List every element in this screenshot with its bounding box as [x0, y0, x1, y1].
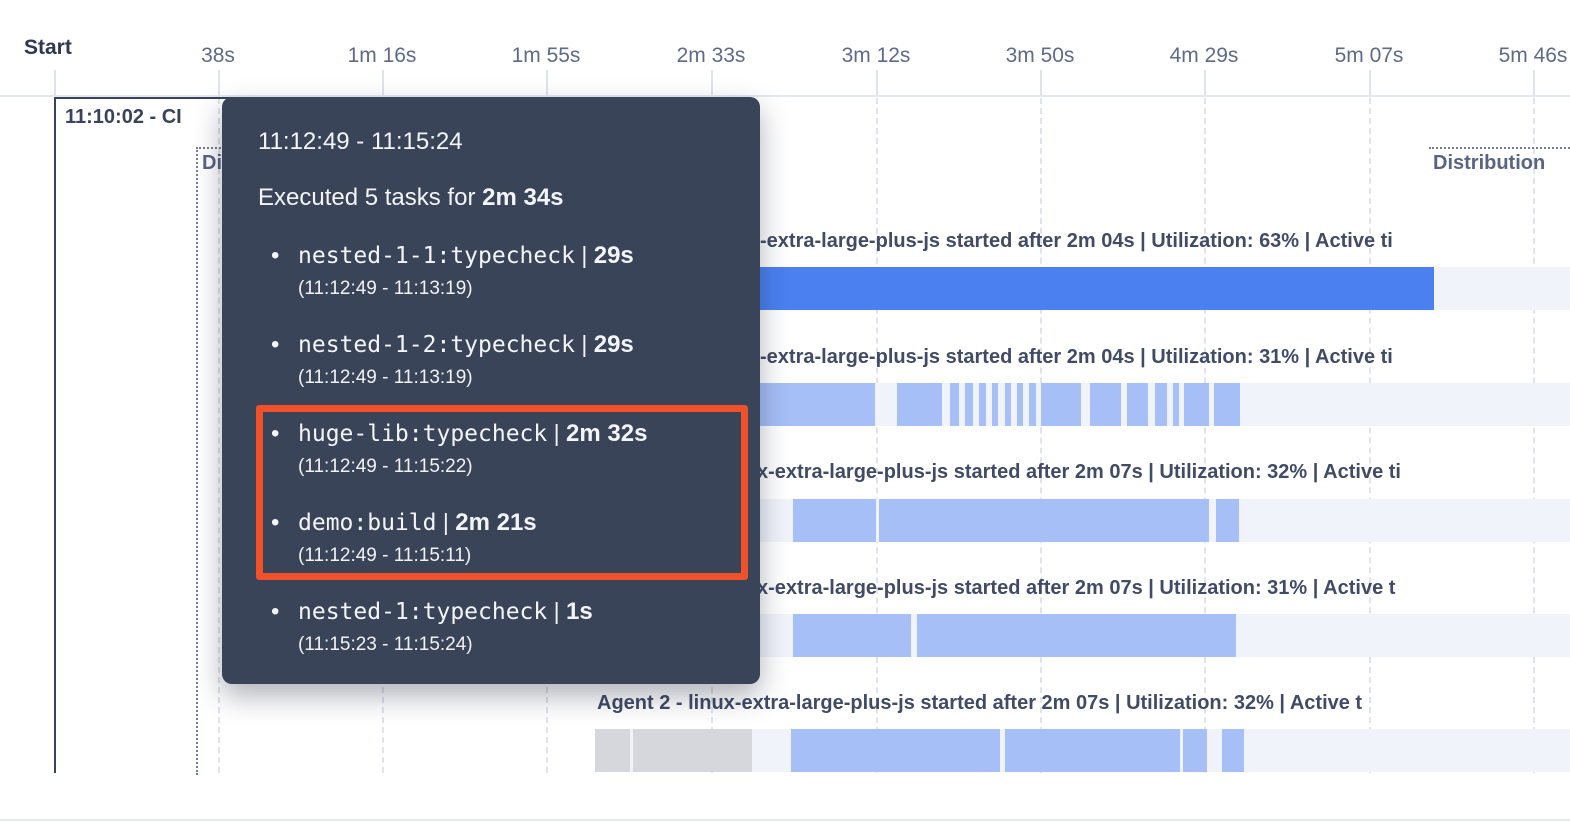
- task-separator: |: [574, 242, 594, 268]
- agent-task-segment[interactable]: [979, 383, 986, 426]
- tooltip-summary: Executed 5 tasks for 2m 34s: [258, 183, 732, 213]
- agent-task-segment[interactable]: [1029, 383, 1036, 426]
- tooltip-time-range: 11:12:49 - 11:15:24: [258, 128, 463, 155]
- agent-row-label: x-extra-large-plus-js started after 2m 0…: [757, 461, 1401, 483]
- axis-tick-mark: [1369, 70, 1371, 95]
- task-name: huge-lib:typecheck: [298, 421, 548, 447]
- task-separator: |: [547, 598, 567, 624]
- tooltip-task-item: nested-1:typecheck | 1s (11:15:23 - 11:15…: [258, 597, 732, 656]
- agent-task-segment[interactable]: [992, 383, 998, 426]
- agent-task-segment[interactable]: [1155, 383, 1167, 426]
- agent-task-segment[interactable]: [879, 499, 1209, 542]
- agent-task-segment[interactable]: [793, 499, 876, 542]
- agent-row-label: Agent 2 - linux-extra-large-plus-js star…: [597, 692, 1363, 714]
- axis-tick-mark: [711, 70, 713, 95]
- tooltip-task-item-highlighted: huge-lib:typecheck | 2m 32s (11:12:49 - 1…: [258, 419, 732, 478]
- tooltip-summary-duration: 2m 34s: [482, 184, 564, 211]
- task-name: nested-1-1:typecheck: [298, 243, 575, 269]
- tooltip-task-item-highlighted: demo:build | 2m 21s (11:12:49 - 11:15:11): [258, 508, 732, 567]
- task-name: demo:build: [298, 510, 437, 536]
- task-duration: 29s: [593, 331, 634, 358]
- grid-line: [1369, 98, 1371, 773]
- agent-task-segment[interactable]: [1090, 383, 1121, 426]
- task-duration: 29s: [593, 242, 634, 269]
- agent-task-segment[interactable]: [1184, 383, 1209, 426]
- axis-tick-mark: [546, 70, 548, 95]
- task-duration: 1s: [566, 598, 593, 625]
- agent-task-segment[interactable]: [1216, 499, 1239, 542]
- task-time-range: (11:12:49 - 11:15:11): [298, 545, 472, 566]
- distribution-group-label-right: Distribution: [1433, 152, 1546, 174]
- agent-task-segment[interactable]: [917, 614, 1236, 657]
- agent-row-label: x-extra-large-plus-js started after 2m 0…: [757, 577, 1396, 599]
- bottom-divider-line: [0, 819, 1570, 821]
- agent-row-label: -extra-large-plus-js started after 2m 04…: [760, 346, 1393, 368]
- axis-divider-line: [0, 95, 1570, 97]
- task-name: nested-1:typecheck: [298, 599, 548, 625]
- agent-task-segment[interactable]: [1222, 729, 1244, 772]
- agent-task-segment[interactable]: [793, 614, 911, 657]
- axis-tick-mark: [382, 70, 384, 95]
- build-label: 11:10:02 - CI: [65, 106, 182, 128]
- task-time-range: (11:12:49 - 11:15:22): [298, 456, 473, 477]
- tooltip-task-item: nested-1-1:typecheck | 29s (11:12:49 - 11…: [258, 241, 732, 300]
- agent-task-segment[interactable]: [1173, 383, 1179, 426]
- task-time-range: (11:12:49 - 11:13:19): [298, 278, 473, 299]
- task-time-range: (11:12:49 - 11:13:19): [298, 367, 473, 388]
- axis-tick-label: 38s: [201, 44, 235, 67]
- grid-line: [1040, 98, 1042, 773]
- axis-tick-mark: [218, 70, 220, 95]
- timeline-chart: 11:10:02 - CI Distribution Distribution …: [0, 95, 1570, 775]
- tooltip-task-item: nested-1-2:typecheck | 29s (11:12:49 - 11…: [258, 330, 732, 389]
- axis-tick-mark: [54, 70, 56, 95]
- agent-task-segment[interactable]: [1005, 383, 1011, 426]
- tooltip-task-list: nested-1-1:typecheck | 29s (11:12:49 - 11…: [256, 241, 748, 656]
- axis-tick-label: 1m 16s: [347, 44, 417, 67]
- axis-tick-label: 1m 55s: [511, 44, 581, 67]
- agent-task-segment[interactable]: [965, 383, 973, 426]
- agent-span-tooltip: 11:12:49 - 11:15:24 Executed 5 tasks for…: [222, 97, 760, 684]
- task-duration: 2m 32s: [566, 420, 648, 447]
- axis-tick-label: 3m 12s: [841, 44, 911, 67]
- grid-line: [1204, 98, 1206, 773]
- agent-task-segment[interactable]: [595, 729, 630, 772]
- task-separator: |: [436, 509, 456, 535]
- agent-task-segment[interactable]: [1017, 383, 1023, 426]
- task-duration: 2m 21s: [455, 509, 537, 536]
- axis-tick-mark: [876, 70, 878, 95]
- task-separator: |: [547, 420, 567, 446]
- task-separator: |: [574, 331, 594, 357]
- grid-line: [218, 98, 220, 773]
- axis-tick-label: 5m 07s: [1334, 44, 1404, 67]
- agent-task-segment[interactable]: [791, 729, 1000, 772]
- agent-task-segment[interactable]: [897, 383, 942, 426]
- axis-tick-mark: [1533, 70, 1535, 95]
- agent-task-segment[interactable]: [633, 729, 752, 772]
- axis-tick-mark: [1204, 70, 1206, 95]
- agent-task-segment[interactable]: [1041, 383, 1081, 426]
- agent-row-label: -extra-large-plus-js started after 2m 04…: [760, 230, 1393, 252]
- agent-task-segment[interactable]: [950, 383, 959, 426]
- axis-tick-label: 4m 29s: [1169, 44, 1239, 67]
- grid-line: [1533, 98, 1535, 773]
- task-name: nested-1-2:typecheck: [298, 332, 575, 358]
- axis-tick-label: 5m 46s: [1498, 44, 1568, 67]
- agent-task-segment[interactable]: [1127, 383, 1148, 426]
- distribution-group-box-right[interactable]: Distribution: [1429, 147, 1570, 175]
- tooltip-summary-text: Executed 5 tasks for: [258, 184, 483, 211]
- time-axis: Start 38s 1m 16s 1m 55s 2m 33s 3m 12s 3m 50s 4…: [0, 0, 1570, 95]
- axis-tick-label: 2m 33s: [676, 44, 746, 67]
- axis-tick-mark: [1040, 70, 1042, 95]
- agent-task-segment[interactable]: [1214, 383, 1240, 426]
- task-time-range: (11:15:23 - 11:15:24): [298, 634, 473, 655]
- axis-start-label: Start: [24, 36, 72, 59]
- agent-task-segment[interactable]: [1183, 729, 1207, 772]
- axis-tick-label: 3m 50s: [1005, 44, 1075, 67]
- agent-task-segment[interactable]: [1005, 729, 1180, 772]
- grid-line: [876, 98, 878, 773]
